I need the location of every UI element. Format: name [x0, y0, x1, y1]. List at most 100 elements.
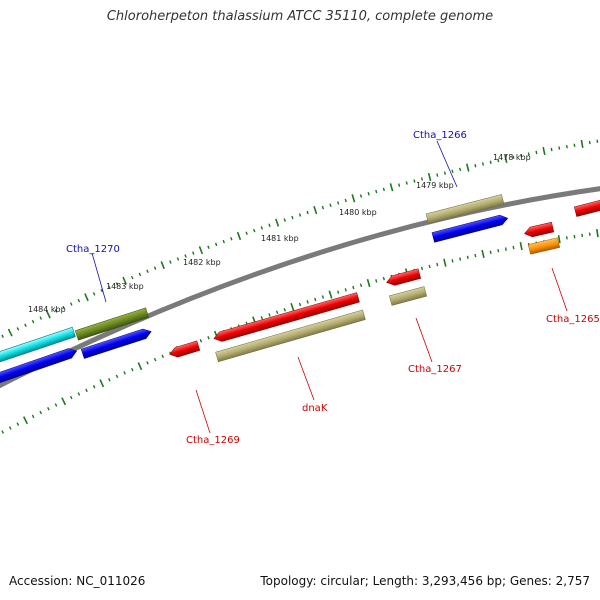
kbp-label-1479: 1479 kbp [416, 181, 454, 190]
map-title: Chloroherpeton thalassium ATCC 35110, co… [106, 9, 494, 24]
gene-ctha-1270-olive[interactable] [74, 307, 150, 341]
leader-ctha-1267 [415, 317, 433, 363]
inner-tick [382, 276, 385, 281]
outer-tick [100, 288, 104, 293]
outer-tick [359, 194, 363, 198]
gene-ctha-1266-blue[interactable] [431, 213, 509, 243]
inner-tick [314, 297, 317, 302]
inner-tick [108, 378, 111, 382]
outer-tick [283, 218, 286, 222]
inner-tick [489, 250, 492, 254]
outer-tick [260, 226, 264, 230]
outer-tick [382, 187, 385, 192]
inner-tick [1, 430, 5, 434]
outer-tick [245, 231, 248, 236]
gene-ctha-1270-blue[interactable] [80, 327, 153, 359]
inner-tick [512, 245, 515, 250]
outer-tick [436, 173, 439, 177]
outer-tick [7, 328, 13, 337]
inner-tick [283, 307, 286, 312]
outer-tick [351, 194, 356, 203]
inner-tick [344, 288, 347, 292]
inner-tick [321, 295, 325, 299]
leader-dnak [297, 356, 315, 401]
leader-ctha-1269 [195, 389, 211, 434]
label-ctha-1265: Ctha_1265 [546, 314, 600, 325]
kbp-label-1484: 1484 kbp [28, 305, 66, 314]
outer-tick [427, 172, 432, 182]
inner-tick [420, 266, 424, 271]
gene-left-cyan[interactable] [0, 326, 76, 364]
outer-tick [39, 316, 43, 320]
inner-tick [298, 302, 302, 307]
inner-tick [328, 290, 333, 299]
gene-ctha-1267-red[interactable] [385, 268, 422, 287]
outer-tick [160, 261, 165, 270]
outer-tick [198, 246, 204, 255]
label-ctha-1267: Ctha_1267 [408, 364, 462, 375]
outer-tick-row [1, 139, 599, 339]
outer-tick [535, 150, 538, 155]
outer-tick [420, 177, 424, 181]
inner-tick [565, 236, 568, 240]
gene-ctha-1267-khaki[interactable] [389, 286, 427, 306]
outer-tick [169, 260, 172, 264]
leader-ctha-1270 [91, 252, 107, 303]
outer-tick [489, 160, 492, 164]
inner-tick [85, 388, 88, 393]
outer-tick [184, 254, 187, 258]
outer-tick [389, 183, 394, 192]
gene-ctha-1266-khaki[interactable] [425, 194, 505, 224]
outer-tick [321, 205, 325, 210]
outer-tick [92, 292, 96, 296]
outer-tick [130, 275, 134, 280]
outer-tick [1, 334, 4, 339]
gene-left-blue[interactable] [0, 346, 78, 385]
outer-tick [275, 218, 280, 227]
outer-tick [77, 298, 81, 303]
inner-tick [481, 249, 485, 258]
outer-tick [573, 143, 576, 147]
kbp-label-1480: 1480 kbp [339, 208, 377, 217]
gene-ctha-1265-red[interactable] [523, 221, 555, 238]
inner-tick [337, 290, 340, 294]
inner-tick [115, 374, 119, 379]
inner-tick [588, 232, 591, 236]
outer-tick [108, 285, 111, 289]
outer-tick [413, 179, 416, 183]
gene-dnak-red[interactable] [213, 292, 360, 344]
inner-tick [130, 367, 134, 372]
outer-tick [512, 155, 515, 159]
leader-ctha-1266 [436, 140, 458, 188]
gene-ctha-1265-orange[interactable] [527, 237, 561, 255]
outer-tick [443, 171, 446, 175]
inner-tick [153, 357, 157, 362]
outer-tick [45, 310, 51, 319]
outer-tick [596, 139, 599, 143]
outer-tick [214, 242, 218, 247]
outer-tick [268, 223, 271, 228]
accession-text: Accession: NC_011026 [9, 574, 146, 588]
outer-tick [306, 210, 309, 215]
inner-tick [268, 313, 271, 317]
inner-tick [77, 392, 81, 396]
inner-tick [581, 233, 584, 238]
outer-tick [230, 237, 233, 241]
outer-tick [580, 139, 584, 148]
outer-tick [588, 140, 591, 145]
outer-tick [504, 154, 508, 163]
gene-dnak-khaki[interactable] [215, 309, 366, 363]
outer-tick [405, 181, 408, 185]
gene-right-red-forward[interactable] [573, 199, 600, 217]
inner-tick [375, 279, 378, 283]
outer-tick [69, 302, 73, 306]
outer-tick [375, 189, 378, 194]
outer-tick [344, 198, 347, 203]
outer-tick [153, 266, 157, 270]
label-dnak: dnaK [302, 403, 328, 414]
inner-tick [359, 283, 363, 288]
gene-ctha-1269-red[interactable] [168, 340, 201, 359]
outer-tick [398, 183, 401, 187]
label-ctha-1266: Ctha_1266 [413, 130, 467, 141]
inner-tick [596, 228, 599, 238]
